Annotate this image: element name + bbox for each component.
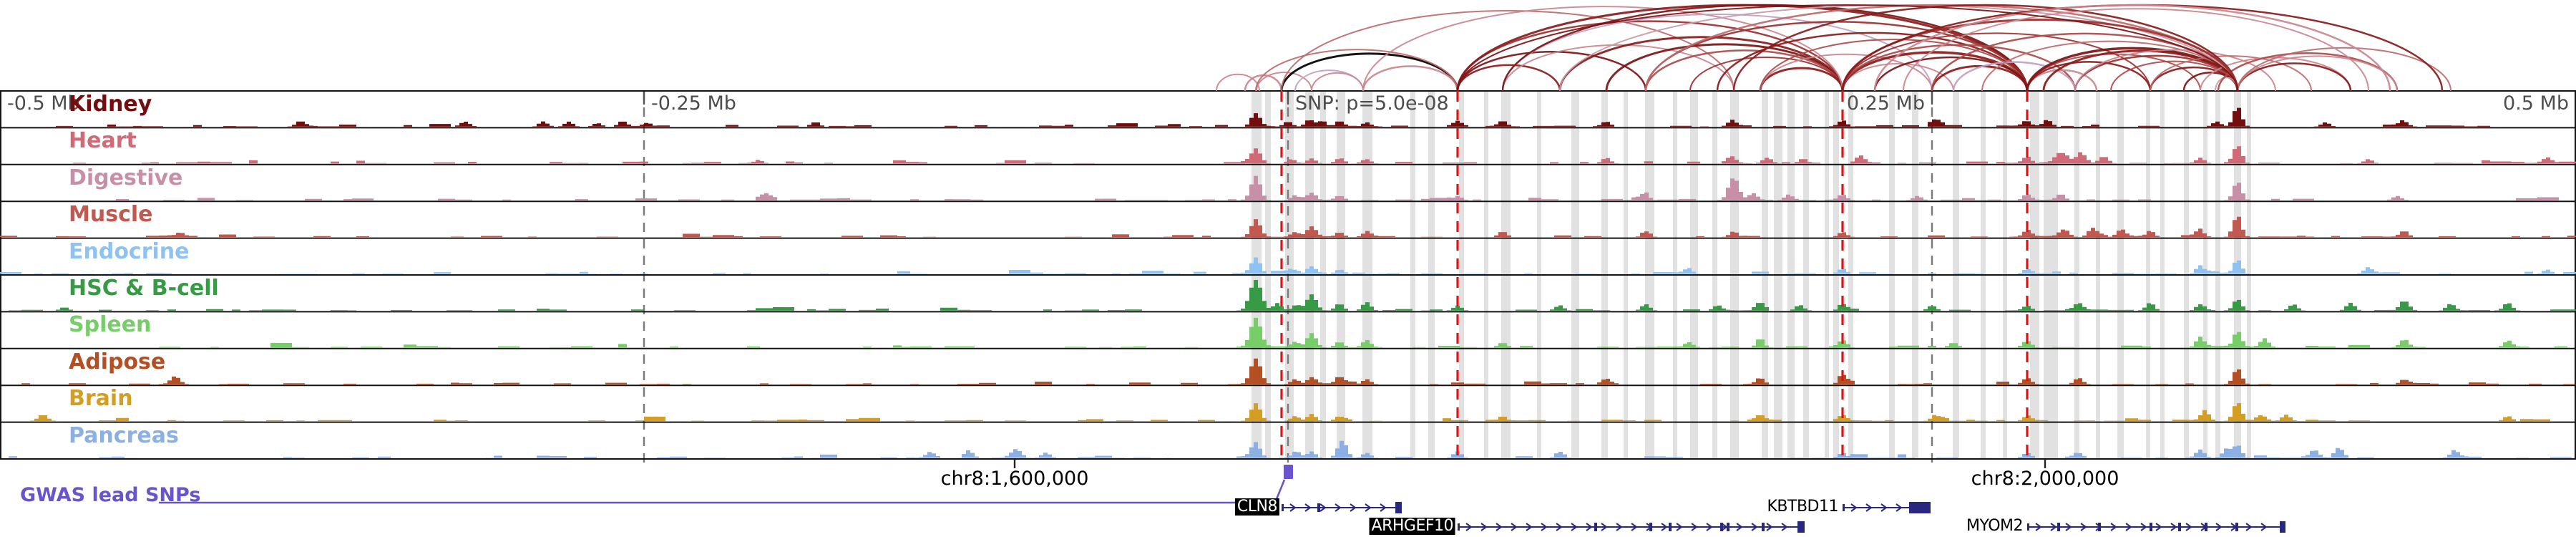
ruler-gridlines [643, 91, 1933, 464]
track-label-heart: Heart [69, 128, 137, 154]
gene-model-cln8 [1282, 502, 1402, 513]
ruler-tick-label-0: -0.5 Mb [7, 92, 80, 115]
track-label-pancreas: Pancreas [69, 422, 179, 448]
track-borders [0, 90, 2576, 460]
interaction-arc [1311, 72, 1364, 92]
interaction-arc [1760, 53, 1933, 92]
coordinate-label-left: chr8:1,600,000 [940, 468, 1089, 490]
interaction-arc [1456, 50, 1647, 92]
interaction-arcs [1216, 4, 2451, 92]
interaction-arc [1216, 73, 1260, 92]
signal-track-heart [0, 146, 2576, 164]
interaction-arc [1362, 65, 1459, 92]
track-label-spleen: Spleen [69, 312, 152, 338]
gwas-leader-line [159, 479, 1286, 504]
track-label-brain: Brain [69, 386, 133, 412]
gene-label-myom2: MYOM2 [1966, 517, 2024, 535]
signal-track-brain [0, 403, 2576, 422]
interaction-arc [1716, 32, 2029, 92]
interaction-arc [1873, 4, 2391, 92]
interaction-arc [1644, 49, 1844, 92]
interaction-arc [1558, 36, 1844, 92]
interaction-arc [2237, 47, 2451, 92]
ruler-tick-label-3: 0.25 Mb [1846, 92, 1925, 115]
interaction-arc [1760, 39, 2028, 92]
interaction-arc [1362, 6, 1843, 92]
signal-track-kidney [0, 107, 2576, 127]
interaction-arc [2237, 55, 2398, 92]
interaction-arc [1456, 4, 2029, 92]
interaction-arc [1952, 61, 2077, 92]
interaction-arc [1931, 64, 2029, 92]
track-label-digestive: Digestive [69, 165, 183, 190]
gene-label-cln8: CLN8 [1234, 498, 1279, 516]
track-label-kidney: Kidney [69, 92, 152, 117]
interaction-arc [1605, 43, 1844, 92]
interaction-arc [1903, 8, 2369, 92]
track-label-hsc-bcell: HSC & B-cell [69, 276, 219, 301]
track-label-muscle: Muscle [69, 202, 153, 228]
gene-model-arhgef10 [1458, 521, 1805, 533]
gwas-lead-snps-label: GWAS lead SNPs [20, 484, 201, 506]
gwas-snp-marker [1284, 465, 1293, 479]
snp-pvalue-label: SNP: p=5.0e-08 [1295, 92, 1449, 115]
signal-track-pancreas [0, 440, 2576, 458]
interaction-arc [1501, 4, 2029, 92]
interaction-arc [1502, 44, 1735, 92]
interaction-arc [1256, 72, 1312, 92]
track-label-endocrine: Endocrine [69, 238, 190, 264]
ruler-tick-label-1: -0.25 Mb [651, 92, 736, 115]
interaction-arc [1644, 21, 2029, 92]
gene-model-myom2 [2027, 521, 2285, 533]
gene-model-kbtbd11 [1843, 502, 1931, 513]
interaction-arc [2074, 49, 2276, 92]
coordinate-label-right: chr8:2,000,000 [1971, 468, 2119, 490]
gene-label-kbtbd11: KBTBD11 [1767, 498, 1839, 516]
ruler-tick-label-4: 0.5 Mb [2503, 92, 2569, 115]
snp-position-lines [1280, 91, 2029, 459]
interaction-arc [1457, 4, 2238, 92]
interaction-arc [1255, 49, 1458, 92]
interaction-arc [2150, 55, 2312, 92]
signal-track-endocrine [0, 257, 2576, 274]
interaction-arc [1842, 32, 2151, 92]
track-label-adipose: Adipose [69, 349, 166, 374]
interaction-arc [1759, 67, 1844, 92]
interaction-arc [1456, 64, 1561, 92]
gene-label-arhgef10: ARHGEF10 [1369, 518, 1455, 535]
interaction-arc [1689, 57, 1843, 92]
interaction-arc [1732, 4, 2239, 92]
